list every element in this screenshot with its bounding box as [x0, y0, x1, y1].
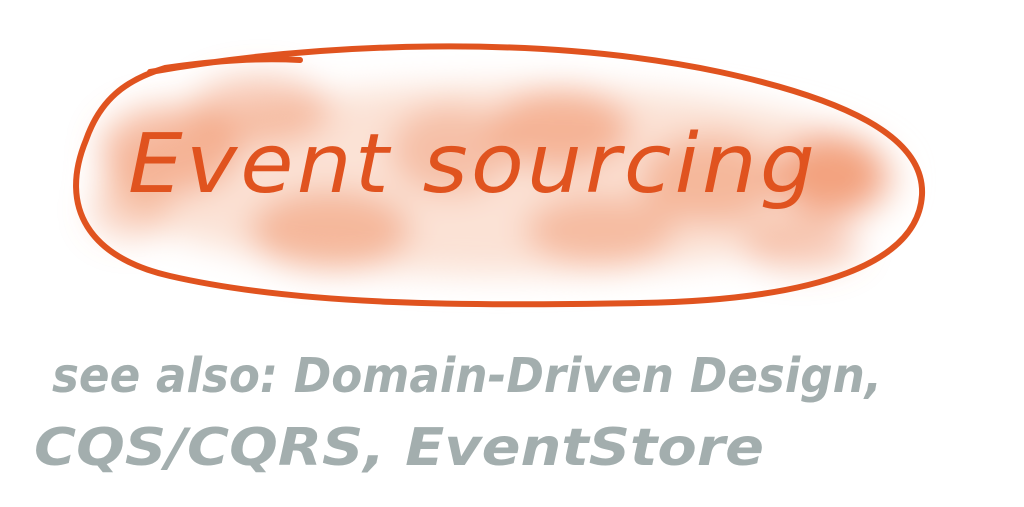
oval-outline — [73, 43, 926, 308]
title-text: Event sourcing — [128, 117, 818, 212]
see-also-line1: see also: Domain-Driven Design, — [52, 348, 882, 404]
see-also-line2: CQS/CQRS, EventStore — [34, 418, 764, 478]
watercolor-fill — [90, 75, 900, 275]
